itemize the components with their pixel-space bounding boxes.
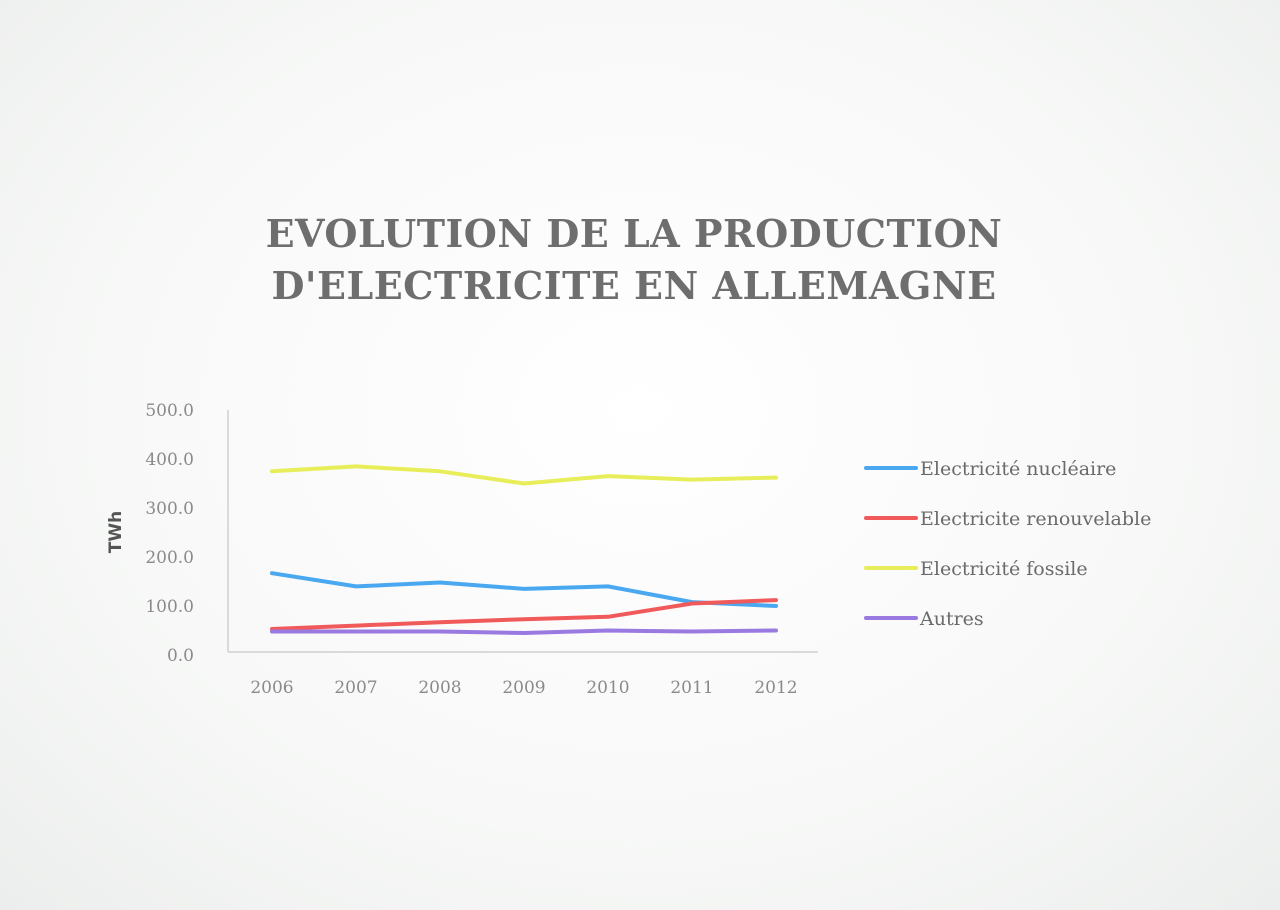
y-tick-label: 400.0	[145, 450, 194, 470]
legend-label: Electricite renouvelable	[920, 508, 1151, 530]
x-tick-label: 2010	[586, 678, 629, 698]
y-tick-label: 0.0	[167, 646, 194, 666]
legend-label: Electricité fossile	[920, 558, 1088, 580]
chart-title-line-2: D'ELECTRICITE EN ALLEMAGNE	[271, 263, 997, 308]
y-tick-label: 500.0	[145, 401, 194, 421]
chart-title: EVOLUTION DE LA PRODUCTION D'ELECTRICITE…	[0, 208, 1268, 312]
legend-label: Autres	[919, 608, 984, 630]
x-tick-label: 2009	[502, 678, 545, 698]
x-tick-label: 2008	[418, 678, 461, 698]
y-tick-label: 200.0	[145, 548, 194, 568]
series-lines	[270, 464, 778, 635]
series-line	[270, 598, 778, 631]
y-axis-label: TWh	[106, 511, 126, 553]
series-line	[270, 571, 778, 608]
legend-label: Electricité nucléaire	[920, 458, 1116, 480]
x-tick-label: 2007	[334, 678, 377, 698]
x-tick-label: 2012	[754, 678, 797, 698]
x-tick-label: 2006	[250, 678, 293, 698]
y-tick-label: 300.0	[145, 499, 194, 519]
x-tick-label: 2011	[670, 678, 713, 698]
series-line	[270, 464, 778, 486]
series-line	[270, 628, 778, 635]
y-tick-labels: 0.0 100.0 200.0 300.0 400.0 500.0	[145, 401, 194, 666]
y-tick-label: 100.0	[145, 597, 194, 617]
chart-title-line-1: EVOLUTION DE LA PRODUCTION	[265, 211, 1003, 256]
x-tick-labels: 2006 2007 2008 2009 2010 2011 2012	[250, 678, 797, 698]
legend: Electricité nucléaire Electricite renouve…	[864, 458, 1151, 630]
